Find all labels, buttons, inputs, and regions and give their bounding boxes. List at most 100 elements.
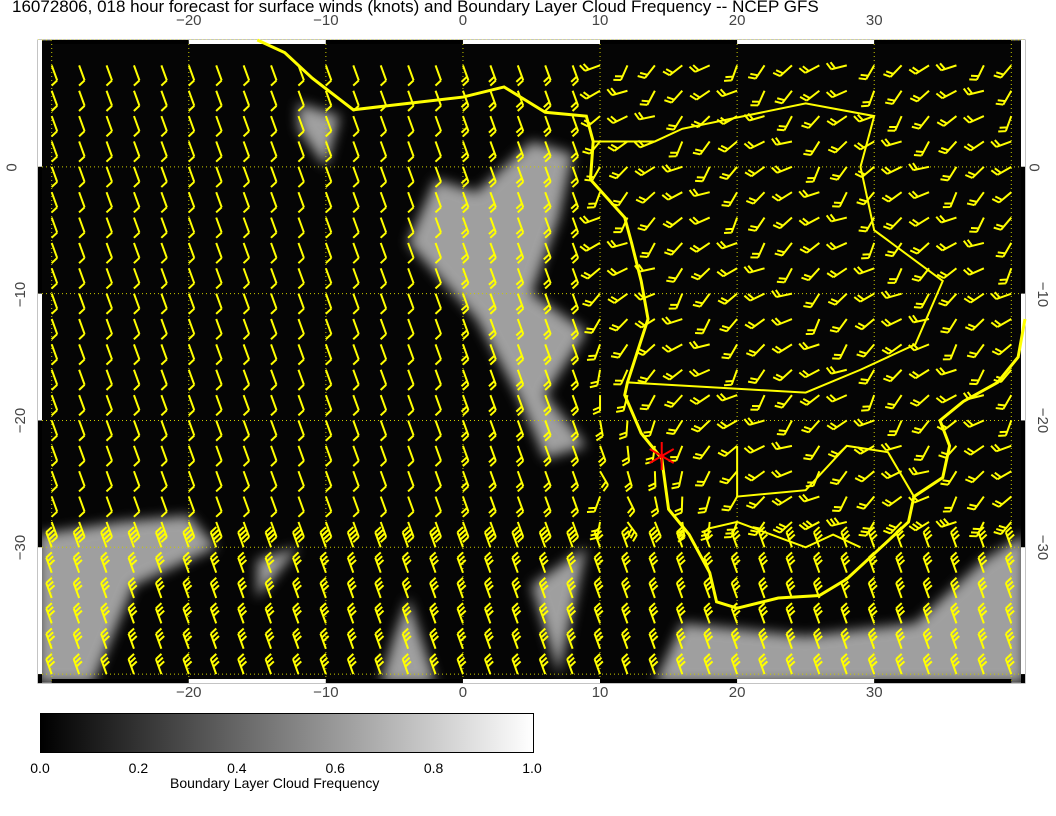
wind-barb bbox=[100, 602, 111, 624]
wind-barb bbox=[993, 369, 1013, 383]
wind-barb bbox=[434, 65, 442, 87]
wind-barb bbox=[515, 242, 525, 264]
wind-barb bbox=[72, 577, 83, 599]
wind-barb bbox=[635, 191, 656, 204]
wind-barb bbox=[880, 318, 903, 327]
wind-barb bbox=[940, 166, 958, 182]
wind-barb bbox=[72, 602, 83, 624]
wind-barb bbox=[352, 445, 360, 467]
wind-barb bbox=[908, 342, 930, 352]
country-border bbox=[709, 520, 861, 549]
wind-barb bbox=[991, 495, 1012, 508]
wind-barb bbox=[716, 267, 738, 278]
wind-barb bbox=[962, 391, 985, 400]
wind-barb bbox=[799, 89, 820, 102]
wind-barb bbox=[908, 494, 930, 504]
wind-barb bbox=[1004, 577, 1015, 599]
wind-barb bbox=[812, 551, 823, 574]
wind-barb bbox=[346, 653, 357, 675]
wind-barb bbox=[352, 318, 360, 340]
wind-barb bbox=[292, 602, 302, 624]
wind-barb bbox=[854, 166, 875, 179]
wind-barb bbox=[856, 343, 875, 358]
wind-barb bbox=[407, 65, 415, 87]
wind-barb bbox=[607, 292, 629, 304]
wind-barb bbox=[676, 521, 686, 543]
wind-barb bbox=[861, 394, 876, 412]
wind-barb bbox=[215, 65, 223, 87]
wind-barb bbox=[829, 470, 848, 486]
wind-barb bbox=[771, 469, 793, 479]
wind-barb bbox=[292, 551, 302, 574]
wind-barb bbox=[688, 368, 711, 378]
wind-barb bbox=[703, 602, 714, 624]
wind-barb bbox=[799, 394, 820, 406]
cloud-area bbox=[380, 598, 436, 683]
wind-barb bbox=[747, 521, 766, 537]
wind-barb bbox=[969, 369, 985, 386]
wind-barb bbox=[50, 496, 59, 518]
wind-barb bbox=[515, 115, 525, 138]
wind-barb bbox=[610, 191, 629, 207]
wind-barb bbox=[133, 470, 141, 493]
wind-barb bbox=[324, 470, 333, 493]
wind-barb bbox=[270, 420, 278, 442]
wind-barb bbox=[689, 394, 711, 405]
lat-tick-right: −20 bbox=[1034, 408, 1052, 434]
wind-barb bbox=[662, 368, 683, 381]
wind-barb bbox=[72, 526, 83, 548]
wind-barb bbox=[621, 445, 631, 467]
frame-bar bbox=[38, 674, 42, 683]
wind-barb bbox=[703, 627, 714, 650]
wind-barb bbox=[105, 344, 113, 366]
wind-barb bbox=[133, 191, 141, 214]
wind-barb bbox=[434, 293, 442, 315]
lon-tick-top: 0 bbox=[458, 12, 468, 29]
wind-barb bbox=[543, 420, 552, 442]
wind-barb bbox=[488, 166, 497, 188]
wind-barb bbox=[407, 115, 415, 138]
wind-barb bbox=[803, 293, 821, 309]
wind-barb bbox=[964, 470, 985, 484]
wind-barb bbox=[613, 369, 629, 386]
wind-barb bbox=[407, 90, 415, 112]
wind-barb bbox=[429, 653, 440, 675]
wind-barb bbox=[908, 466, 930, 476]
wind-barb bbox=[692, 445, 711, 460]
wind-barb bbox=[379, 65, 388, 87]
wind-barb bbox=[432, 521, 442, 543]
wind-barb bbox=[154, 577, 165, 599]
wind-barb bbox=[319, 627, 330, 650]
wind-barb bbox=[858, 217, 876, 233]
wind-barb bbox=[133, 318, 141, 340]
wind-barb bbox=[324, 90, 333, 112]
wind-barb bbox=[407, 217, 415, 239]
wind-barb bbox=[488, 242, 497, 264]
wind-barb bbox=[264, 526, 275, 548]
wind-barb bbox=[78, 344, 86, 366]
wind-barb bbox=[242, 496, 251, 518]
wind-barb bbox=[127, 551, 138, 574]
wind-barb bbox=[324, 141, 333, 163]
wind-barb bbox=[456, 653, 467, 675]
wind-barb bbox=[826, 115, 848, 126]
wind-barb bbox=[133, 115, 141, 138]
wind-barb bbox=[606, 87, 628, 97]
wind-barb bbox=[160, 267, 168, 290]
wind-barb bbox=[675, 627, 686, 650]
wind-barb bbox=[688, 340, 710, 350]
wind-barb bbox=[908, 216, 930, 227]
wind-barb bbox=[215, 470, 223, 493]
wind-barb bbox=[1004, 602, 1015, 624]
wind-barb bbox=[730, 602, 741, 624]
wind-barb bbox=[374, 653, 385, 675]
wind-barb bbox=[963, 445, 985, 456]
wind-barb bbox=[483, 551, 494, 574]
wind-barb bbox=[460, 445, 470, 467]
wind-barb bbox=[324, 445, 333, 467]
frame-bar bbox=[1021, 40, 1025, 167]
lon-tick-bottom: 30 bbox=[865, 684, 883, 701]
wind-barb bbox=[105, 420, 113, 442]
wind-barb bbox=[621, 627, 631, 650]
